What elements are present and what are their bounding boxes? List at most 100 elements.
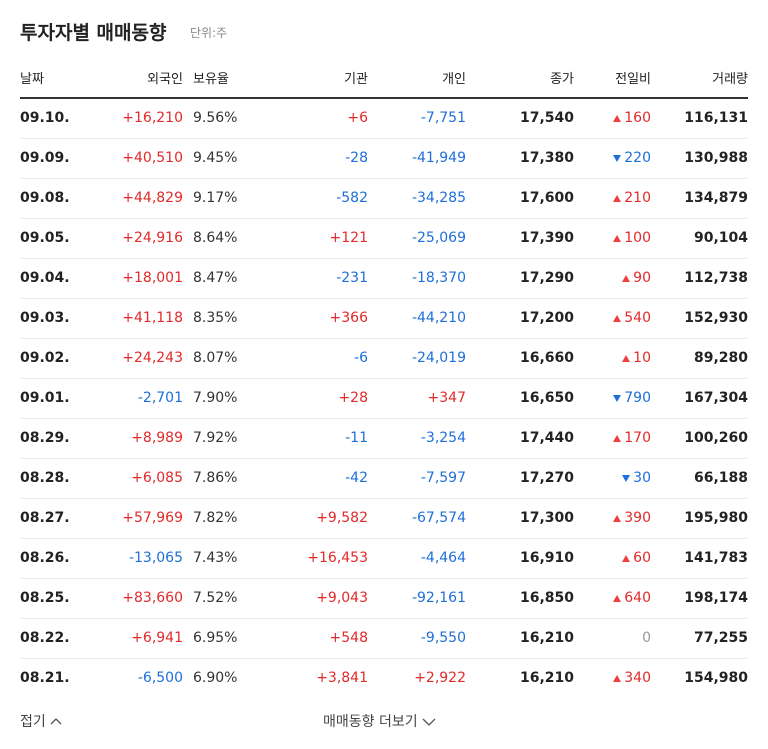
change-arrow [613, 394, 622, 402]
column-header: 기관 [344, 72, 368, 87]
table-cell: -25,069 [411, 230, 466, 246]
table-cell: +28 [338, 390, 368, 406]
change-arrow [613, 154, 622, 162]
change-value: 0 [642, 630, 651, 646]
table-cell: -18,370 [411, 270, 466, 286]
table-cell: -6,500 [137, 670, 183, 686]
table-cell: 16,650 [519, 390, 574, 406]
table-cell: 89,280 [693, 350, 748, 366]
row-separator [20, 658, 748, 659]
row-separator [20, 178, 748, 179]
table-cell: 9.17% [193, 190, 238, 206]
title: 투자자별 매매동향 [20, 22, 167, 44]
table-cell: 112,738 [684, 270, 748, 286]
table-cell: 09.01. [20, 390, 70, 406]
table-cell: 16,850 [519, 590, 574, 606]
column-header: 종가 [550, 72, 574, 87]
table-cell: +3,841 [316, 670, 368, 686]
change-value: 30 [633, 470, 651, 486]
table-cell: 116,131 [684, 110, 748, 126]
change-value: 160 [624, 110, 651, 126]
change-arrow [613, 674, 622, 682]
table-cell: +121 [329, 230, 368, 246]
table-cell: 09.05. [20, 230, 70, 246]
change-cell: 170 [613, 418, 651, 458]
table-cell: -92,161 [411, 590, 466, 606]
table-cell: +366 [329, 310, 368, 326]
change-cell: 790 [613, 378, 651, 418]
table-cell: 17,290 [519, 270, 574, 286]
table-cell: -11 [345, 430, 368, 446]
table-cell: -2,701 [137, 390, 183, 406]
table-cell: 09.08. [20, 190, 70, 206]
table-cell: 198,174 [684, 590, 748, 606]
table-cell: 134,879 [684, 190, 748, 206]
table-cell: +18,001 [122, 270, 183, 286]
table-cell: 09.09. [20, 150, 70, 166]
change-cell: 100 [613, 218, 651, 258]
table-cell: 08.21. [20, 670, 70, 686]
table-cell: 16,660 [519, 350, 574, 366]
table-cell: +24,916 [122, 230, 183, 246]
table-cell: 167,304 [684, 390, 748, 406]
table-cell: 16,910 [519, 550, 574, 566]
table-cell: 09.04. [20, 270, 70, 286]
table-cell: 17,540 [519, 110, 574, 126]
table-cell: 08.29. [20, 430, 70, 446]
table-cell: 90,104 [693, 230, 748, 246]
table-cell: 7.86% [193, 470, 238, 486]
column-header: 보유율 [193, 72, 229, 87]
change-cell: 10 [622, 338, 651, 378]
row-separator [20, 538, 748, 539]
table-cell: +9,043 [316, 590, 368, 606]
collapse-button[interactable]: 접기 [20, 711, 62, 731]
change-cell: 340 [613, 658, 651, 698]
table-cell: 08.25. [20, 590, 70, 606]
change-arrow [613, 594, 622, 602]
table-cell: 9.56% [193, 110, 238, 126]
table-cell: 09.02. [20, 350, 70, 366]
table-cell: -9,550 [420, 630, 466, 646]
table-cell: -13,065 [128, 550, 183, 566]
header-rule [20, 97, 748, 99]
table-cell: +347 [427, 390, 466, 406]
table-cell: 195,980 [684, 510, 748, 526]
table-cell: 77,255 [693, 630, 748, 646]
table-cell: -42 [345, 470, 368, 486]
table-cell: 7.43% [193, 550, 238, 566]
table-cell: -7,751 [420, 110, 466, 126]
more-button[interactable]: 매매동향 더보기 [323, 711, 436, 731]
table-cell: +16,453 [307, 550, 368, 566]
chevron-down [422, 718, 436, 726]
table-cell: -582 [336, 190, 368, 206]
table-cell: +9,582 [316, 510, 368, 526]
change-arrow [613, 114, 622, 122]
table-cell: 8.47% [193, 270, 238, 286]
table-cell: -231 [336, 270, 368, 286]
table-cell: 08.28. [20, 470, 70, 486]
table-cell: -67,574 [411, 510, 466, 526]
row-separator [20, 578, 748, 579]
unit: 단위:주 [190, 26, 228, 40]
table-cell: 17,300 [519, 510, 574, 526]
change-cell: 30 [622, 458, 651, 498]
table-cell: 7.52% [193, 590, 238, 606]
change-value: 10 [633, 350, 651, 366]
row-separator [20, 258, 748, 259]
column-header: 거래량 [712, 72, 748, 87]
row-separator [20, 418, 748, 419]
table-cell: 66,188 [693, 470, 748, 486]
row-separator [20, 458, 748, 459]
row-separator [20, 618, 748, 619]
table-cell: +57,969 [122, 510, 183, 526]
chevron-up [50, 718, 62, 725]
change-cell: 90 [622, 258, 651, 298]
table-cell: 8.64% [193, 230, 238, 246]
table-cell: 08.26. [20, 550, 70, 566]
table-cell: +24,243 [122, 350, 183, 366]
table-cell: -28 [345, 150, 368, 166]
table-cell: +44,829 [122, 190, 183, 206]
change-arrow [613, 514, 622, 522]
table-cell: 141,783 [684, 550, 748, 566]
change-value: 340 [624, 670, 651, 686]
